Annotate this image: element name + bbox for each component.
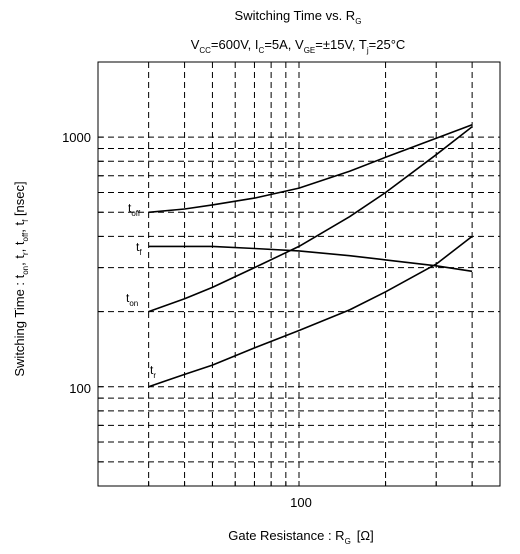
y-tick-label-1000: 1000 xyxy=(62,130,91,145)
x-tick-label-100: 100 xyxy=(290,495,312,510)
series-label-ton: ton xyxy=(126,291,138,308)
series-line-ton xyxy=(148,126,473,313)
axis-ticks xyxy=(98,136,473,486)
x-axis-label: Gate Resistance : RG [Ω] xyxy=(228,528,374,546)
chart-title: Switching Time vs. RG xyxy=(235,8,362,26)
series-label-tf: tf xyxy=(136,240,142,257)
series-lines xyxy=(148,124,473,388)
chart-subtitle: VCC=600V, IC=5A, VGE=±15V, Tj=25°C xyxy=(191,37,406,55)
series-line-toff xyxy=(148,124,473,214)
y-tick-label-100: 100 xyxy=(69,381,91,396)
series-label-toff: toff xyxy=(128,201,141,218)
y-axis-label: Switching Time : ton, tr, toff, tf [nsec… xyxy=(12,181,30,376)
series-line-tf xyxy=(148,245,473,273)
series-label-tr: tr xyxy=(150,363,156,380)
series-line-tr xyxy=(148,235,473,388)
grid-lines xyxy=(98,62,500,486)
